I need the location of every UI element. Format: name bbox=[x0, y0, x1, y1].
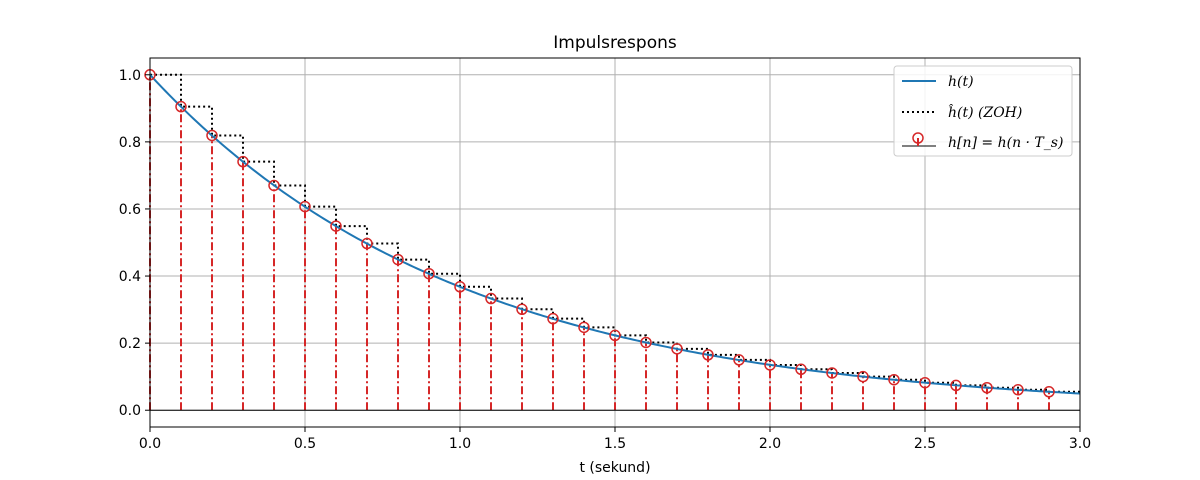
sample-marker bbox=[950, 379, 962, 392]
x-tick-label: 2.5 bbox=[914, 436, 936, 452]
legend-box bbox=[893, 65, 1073, 157]
sample-marker bbox=[919, 376, 931, 389]
y-tick-label: 0.4 bbox=[119, 269, 141, 285]
sample-marker bbox=[795, 363, 807, 376]
y-tick-label: 0.6 bbox=[119, 202, 141, 218]
curve-layer bbox=[149, 74, 1081, 395]
x-tick-label: 0.0 bbox=[139, 436, 161, 452]
sample-marker bbox=[330, 220, 342, 232]
legend-swatch-marker bbox=[912, 132, 924, 144]
sample-marker bbox=[702, 349, 714, 361]
sample-marker bbox=[609, 329, 621, 342]
sample-marker bbox=[981, 382, 993, 394]
sample-marker bbox=[454, 281, 466, 293]
sample-marker bbox=[640, 336, 652, 349]
x-tick-label: 0.5 bbox=[294, 436, 316, 452]
y-tick-label: 1.0 bbox=[119, 68, 141, 84]
legend: h(t) ĥ(t) (ZOH) h[n] = h(n · T_s) bbox=[893, 65, 1073, 157]
sample-marker bbox=[671, 343, 683, 355]
sample-marker bbox=[268, 179, 280, 192]
chart-title: Impulsrespons bbox=[553, 33, 677, 53]
sample-marker bbox=[857, 370, 869, 383]
sample-marker bbox=[175, 100, 187, 113]
sample-marker bbox=[485, 292, 497, 305]
sample-marker bbox=[888, 373, 900, 386]
tick-layer: 0.0 0.5 1.0 1.5 2.0 2.5 3.0 0.0 0.2 0.4 0.6 0.8 1.0 bbox=[119, 68, 1091, 452]
y-tick-label: 0.0 bbox=[119, 403, 141, 419]
sample-marker bbox=[733, 354, 745, 366]
sample-marker bbox=[392, 253, 404, 266]
marker-layer bbox=[144, 69, 1055, 398]
sample-marker bbox=[1012, 384, 1024, 396]
y-tick-label: 0.2 bbox=[119, 336, 141, 352]
legend-label-zoh: ĥ(t) (ZOH) bbox=[948, 103, 1022, 121]
legend-label-samples: h[n] = h(n · T_s) bbox=[948, 135, 1063, 151]
sample-marker bbox=[361, 237, 373, 250]
sample-marker bbox=[516, 303, 528, 316]
sample-marker bbox=[237, 155, 249, 168]
x-tick-label: 1.5 bbox=[604, 436, 626, 452]
continuous-curve bbox=[149, 74, 1081, 395]
sample-marker bbox=[826, 367, 838, 379]
sample-marker bbox=[1043, 386, 1055, 398]
zoh-layer bbox=[150, 73, 1080, 393]
sample-marker bbox=[299, 200, 311, 213]
x-tick-label: 3.0 bbox=[1069, 436, 1091, 452]
sample-marker bbox=[423, 267, 435, 280]
sample-marker bbox=[578, 321, 590, 334]
sample-marker bbox=[764, 359, 776, 371]
sample-marker bbox=[547, 312, 559, 325]
sample-marker bbox=[206, 129, 218, 142]
y-tick-label: 0.8 bbox=[119, 135, 141, 151]
x-tick-label: 1.0 bbox=[449, 436, 471, 452]
legend-label-continuous: h(t) bbox=[948, 74, 974, 90]
zoh-staircase-line bbox=[150, 73, 1080, 393]
x-axis-label: t (sekund) bbox=[579, 460, 650, 476]
x-tick-label: 2.0 bbox=[759, 436, 781, 452]
